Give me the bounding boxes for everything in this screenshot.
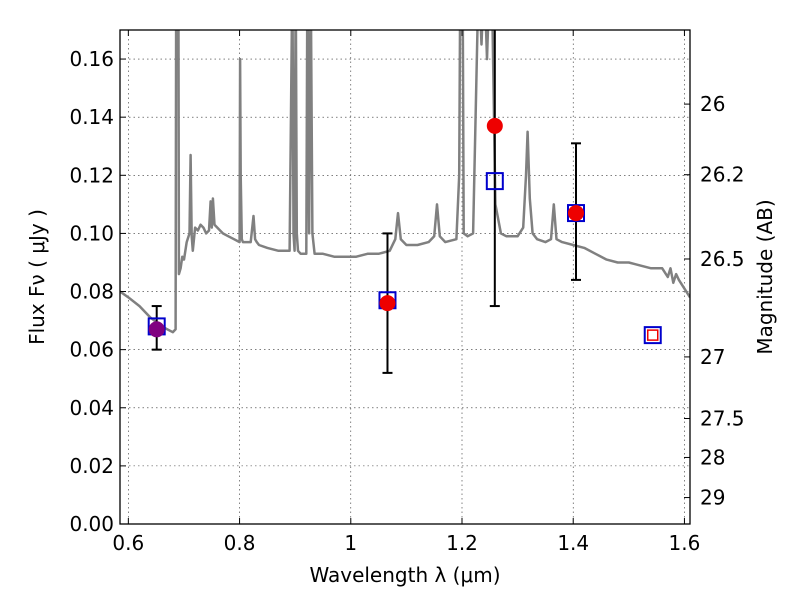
y-axis-label: Flux Fν ( μJy ) — [25, 209, 49, 345]
right-tick-label: 29 — [700, 486, 725, 510]
x-axis-label: Wavelength λ (μm) — [309, 563, 500, 587]
right-tick-label: 26.2 — [700, 163, 745, 187]
right-axis-label: Magnitude (AB) — [753, 199, 777, 354]
x-tick-label: 0.6 — [112, 531, 144, 555]
data-markers — [147, 117, 662, 345]
y-tick-label: 0.16 — [69, 47, 114, 71]
x-tick-label: 1 — [344, 531, 357, 555]
right-tick-label: 27.5 — [700, 407, 745, 431]
y-tick-label: 0.12 — [69, 163, 114, 187]
x-axis: 0.6 0.8 1 1.2 1.4 1.6 — [112, 30, 700, 555]
y-tick-label: 0.06 — [69, 338, 114, 362]
y-tick-label: 0.02 — [69, 454, 114, 478]
y-tick-label: 0.08 — [69, 280, 114, 304]
model-square — [643, 326, 662, 345]
upper-limit-marker — [646, 329, 659, 341]
x-tick-label: 1.6 — [669, 531, 701, 555]
x-tick-label: 1.4 — [557, 531, 589, 555]
observed-point — [486, 117, 503, 134]
observed-point — [148, 321, 165, 338]
right-tick-label: 26 — [700, 92, 725, 116]
y-tick-label: 0.00 — [69, 512, 114, 536]
observed-point — [568, 205, 584, 222]
y-tick-label: 0.10 — [69, 221, 114, 245]
right-tick-label: 27 — [700, 345, 725, 369]
error-bars — [151, 30, 581, 374]
y-tick-label: 0.14 — [69, 105, 114, 129]
grid — [120, 30, 690, 525]
right-tick-label: 26.5 — [700, 247, 745, 271]
observed-point — [379, 295, 396, 312]
spectrum-path — [120, 30, 690, 334]
right-tick-label: 28 — [700, 445, 725, 469]
model-square — [485, 172, 504, 191]
y-axis: 0.00 0.02 0.04 0.06 0.08 0.10 0.12 0.14 0.16 — [69, 47, 126, 536]
x-tick-label: 1.2 — [446, 531, 478, 555]
plot-frame — [119, 29, 691, 525]
spectrum-line — [120, 30, 690, 334]
x-tick-label: 0.8 — [224, 531, 256, 555]
y-tick-label: 0.04 — [69, 396, 114, 420]
right-axis: 26 26.2 26.5 27 27.5 28 29 — [684, 92, 745, 510]
